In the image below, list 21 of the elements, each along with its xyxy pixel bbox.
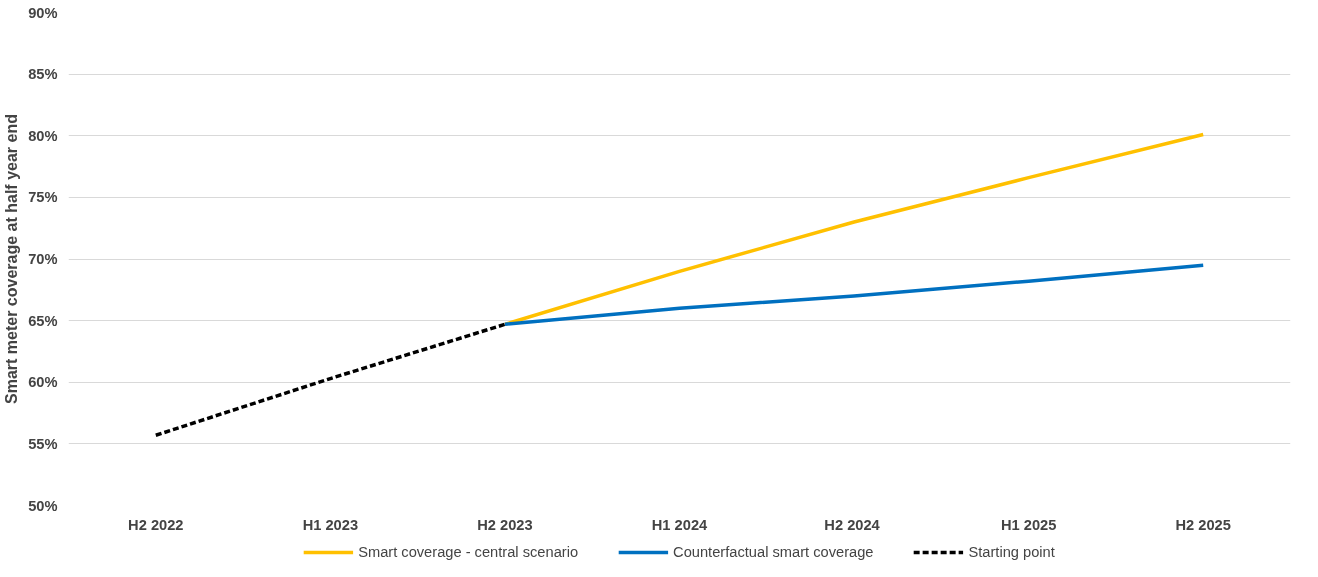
y-tick-label: 55% xyxy=(28,435,58,452)
y-tick-label: 70% xyxy=(28,251,58,267)
x-tick-label: H1 2024 xyxy=(651,516,709,533)
x-tick-label: H2 2022 xyxy=(128,516,184,533)
x-tick-label: H2 2024 xyxy=(824,516,881,533)
y-axis-title: Smart meter coverage at half year end xyxy=(3,114,21,404)
y-tick-label: 90% xyxy=(28,4,58,21)
y-tick-label: 75% xyxy=(28,189,58,206)
y-tick-label: 80% xyxy=(28,127,58,144)
legend-label: Starting point xyxy=(968,544,1055,560)
y-tick-label: 65% xyxy=(28,312,58,329)
x-tick-label: H2 2023 xyxy=(477,516,533,533)
x-tick-label: H1 2025 xyxy=(1000,516,1057,533)
y-tick-label: 85% xyxy=(28,66,58,83)
x-tick-label: H1 2023 xyxy=(302,516,359,533)
y-tick-label: 50% xyxy=(28,497,58,514)
x-tick-label: H2 2025 xyxy=(1175,516,1231,533)
y-tick-label: 60% xyxy=(28,374,58,391)
legend-label: Smart coverage - central scenario xyxy=(358,544,579,560)
line-series xyxy=(503,263,1205,327)
legend-label: Counterfactual smart coverage xyxy=(673,544,874,560)
